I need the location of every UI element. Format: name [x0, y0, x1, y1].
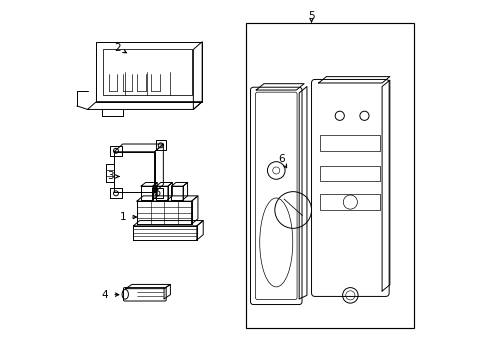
Text: 2: 2 — [114, 43, 121, 53]
Bar — [320, 166, 380, 181]
Bar — [320, 135, 380, 151]
Bar — [103, 49, 191, 95]
Text: 1: 1 — [119, 212, 126, 222]
Text: 3: 3 — [107, 171, 114, 181]
Text: 4: 4 — [102, 290, 108, 300]
Bar — [246, 23, 413, 328]
Text: 6: 6 — [278, 154, 285, 164]
Bar — [320, 194, 380, 210]
Text: 5: 5 — [307, 11, 314, 21]
